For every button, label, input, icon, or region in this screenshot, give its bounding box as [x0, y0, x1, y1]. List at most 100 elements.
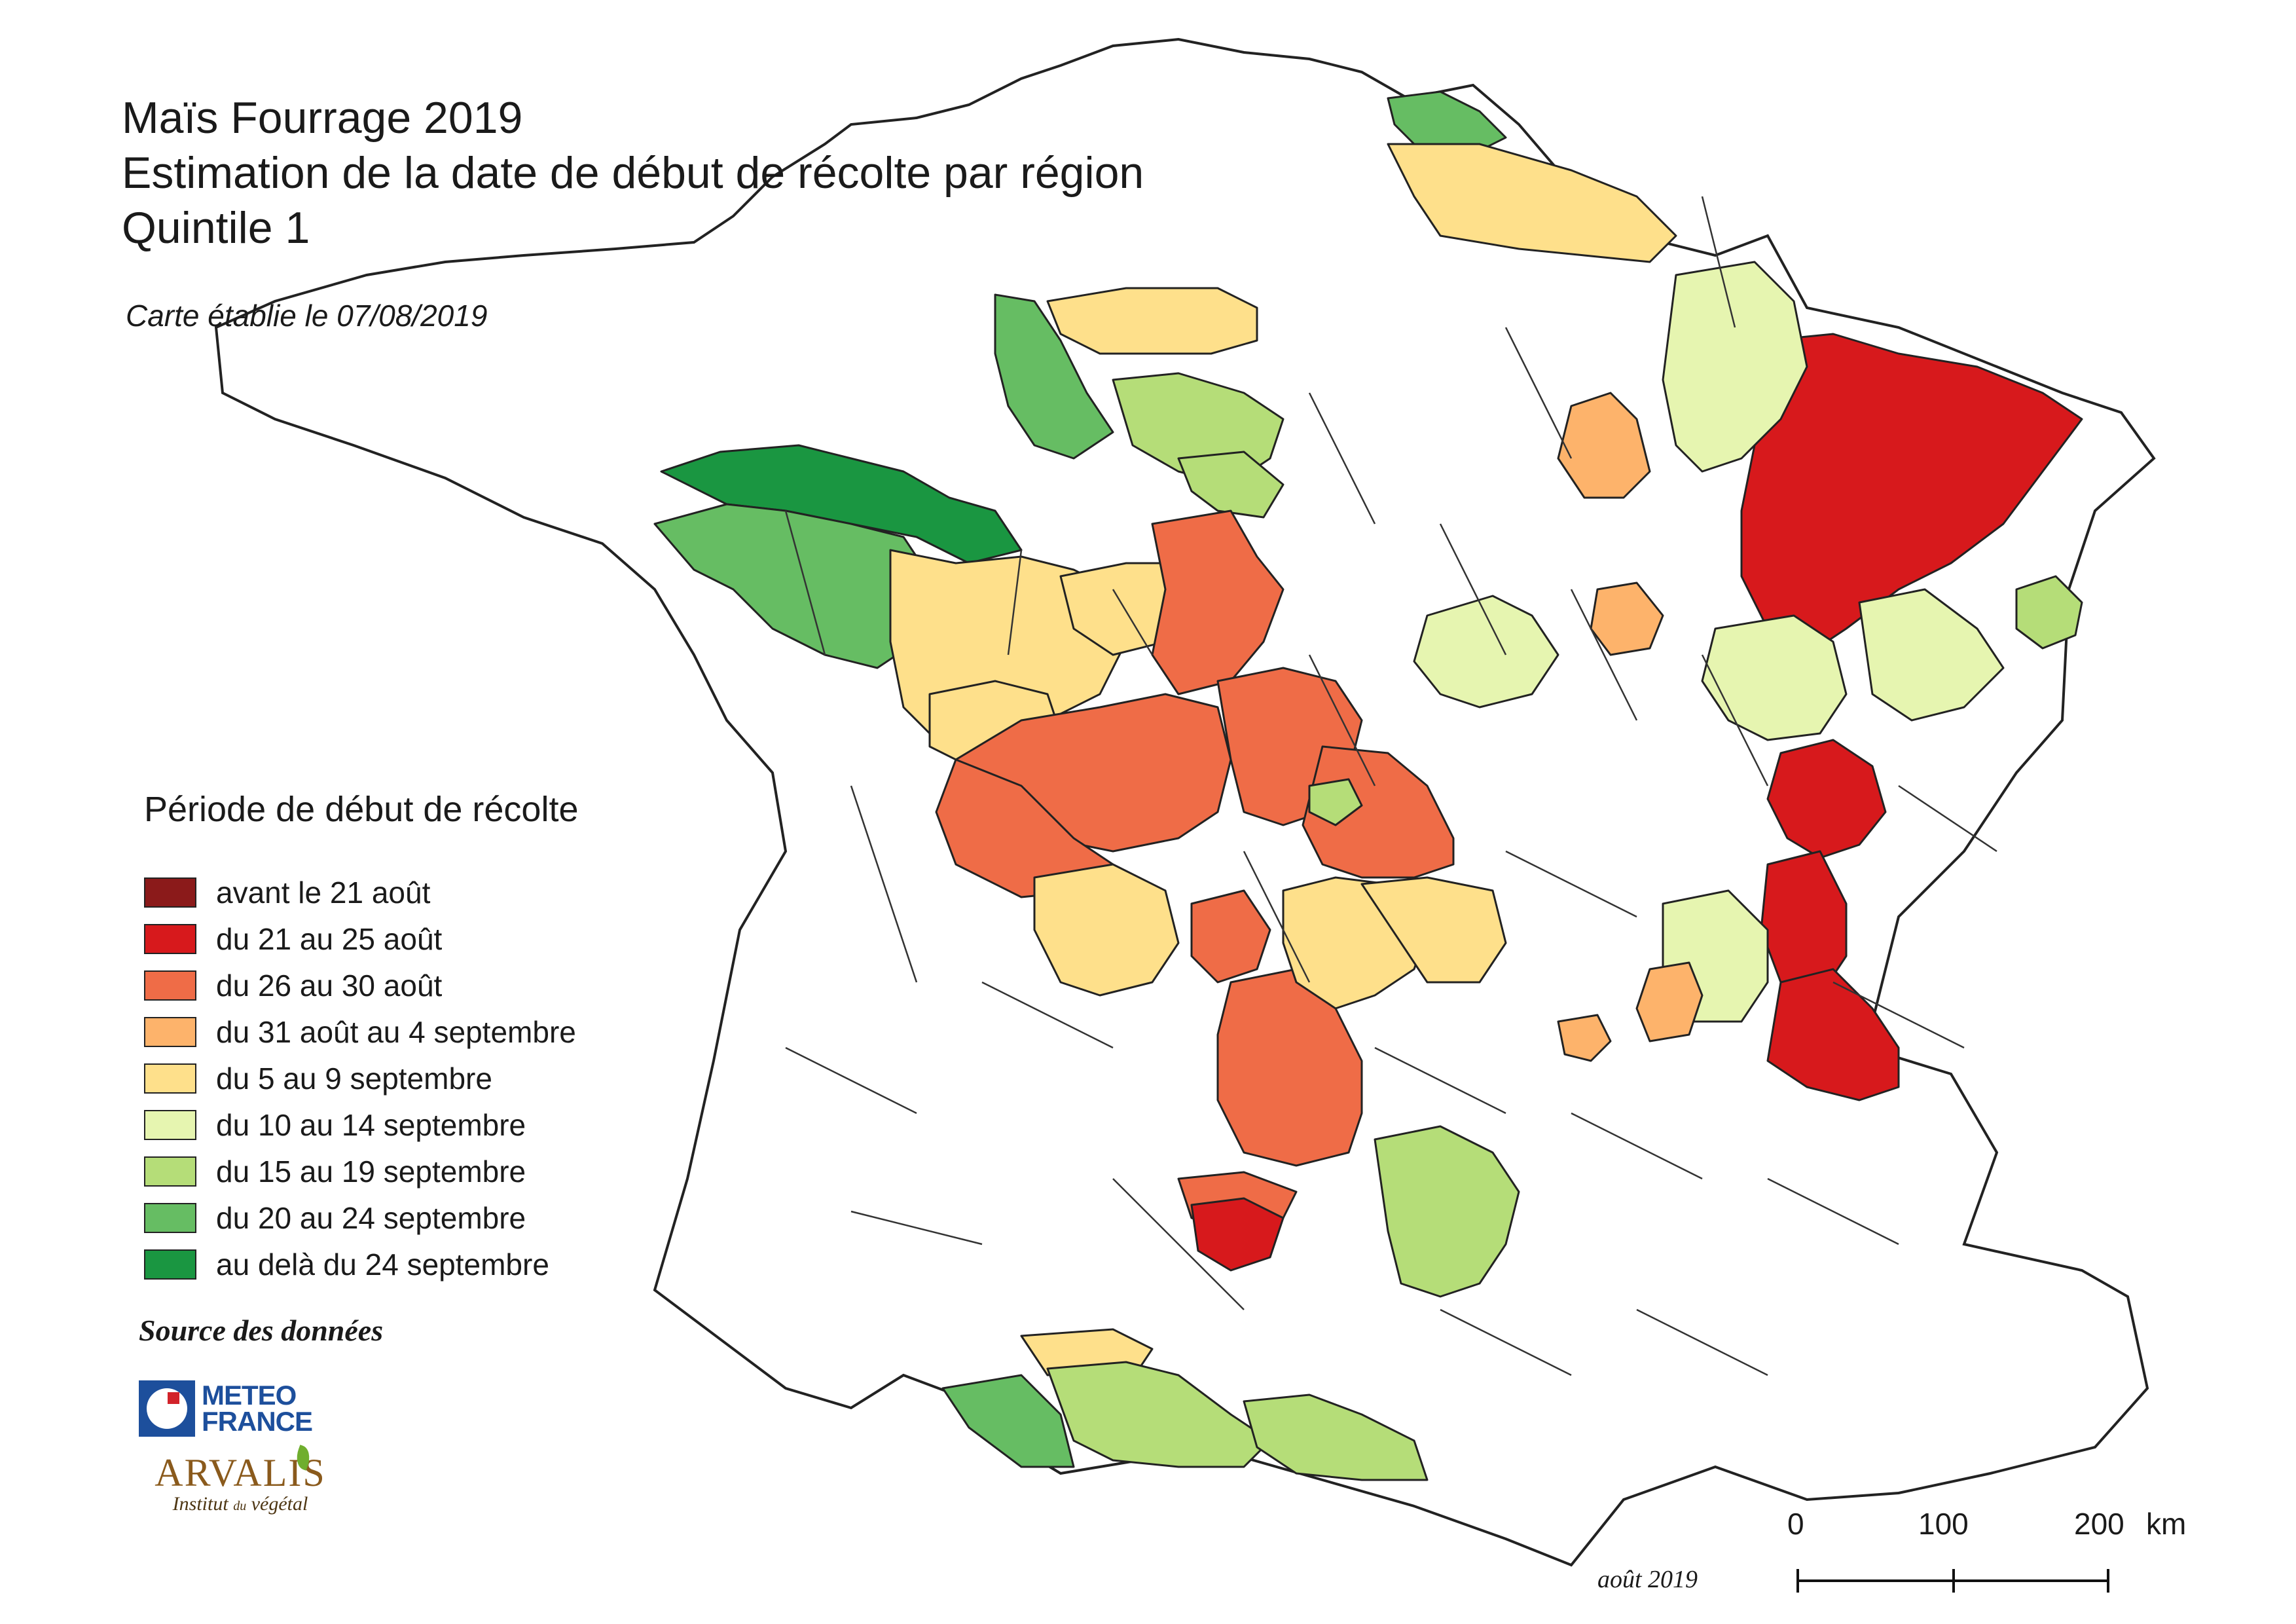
- map-date: août 2019: [1597, 1566, 1698, 1593]
- harvest-zone: [1701, 614, 1848, 741]
- harvest-zone: [1308, 778, 1363, 826]
- legend-item: au delà du 24 septembre: [144, 1241, 578, 1287]
- legend-label: du 31 août au 4 septembre: [216, 1014, 576, 1049]
- harvest-zone: [1046, 1361, 1271, 1468]
- legend-item: du 15 au 19 septembre: [144, 1148, 578, 1194]
- harvest-zone: [1557, 392, 1651, 499]
- legend-item: du 10 au 14 septembre: [144, 1101, 578, 1148]
- legend-item: du 20 au 24 septembre: [144, 1194, 578, 1241]
- department-boundary: [1112, 589, 1154, 655]
- harvest-zone: [2015, 575, 2083, 650]
- department-boundary: [850, 1210, 983, 1246]
- meteo-logo-line1: METEO: [202, 1380, 297, 1411]
- meteo-france-logo: METEO FRANCE: [139, 1380, 313, 1437]
- department-boundary: [1701, 196, 1736, 328]
- department-boundary: [784, 510, 826, 655]
- department-boundary: [1440, 1308, 1572, 1376]
- legend-label: du 10 au 14 septembre: [216, 1107, 526, 1142]
- scale-label-0: 0: [1787, 1507, 1804, 1541]
- scale-label-200: 200: [2074, 1507, 2124, 1541]
- legend-label: au delà du 24 septembre: [216, 1247, 549, 1282]
- legend-title: Période de début de récolte: [144, 790, 579, 829]
- harvest-zone: [1635, 961, 1704, 1043]
- harvest-zone: [1243, 1393, 1429, 1481]
- department-boundary: [1570, 589, 1638, 721]
- department-boundary: [1439, 523, 1507, 655]
- harvest-zone: [1740, 333, 2083, 656]
- harvest-zone: [1033, 863, 1180, 997]
- meteo-france-logo-icon: [139, 1380, 195, 1437]
- harvest-zone: [1766, 968, 1900, 1101]
- department-boundary: [1505, 850, 1637, 918]
- harvest-zone: [941, 1374, 1075, 1468]
- scale-unit: km: [2146, 1507, 2187, 1541]
- department-boundary: [1308, 654, 1376, 786]
- legend-swatch: [144, 1202, 196, 1233]
- legend-swatch: [144, 1016, 196, 1047]
- scale-bar: 0 100 200 km: [1781, 1506, 2186, 1604]
- harvest-zone: [1151, 509, 1285, 695]
- legend-item: du 31 août au 4 septembre: [144, 1008, 578, 1055]
- harvest-zone: [1374, 1125, 1520, 1298]
- department-boundary: [1308, 392, 1376, 525]
- legend-label: du 15 au 19 septembre: [216, 1154, 526, 1189]
- date-note: Carte établie le 07/08/2019: [126, 299, 488, 333]
- source-label: Source des données: [139, 1314, 384, 1347]
- department-boundary: [1832, 981, 1965, 1049]
- department-boundary: [1374, 1046, 1506, 1115]
- legend-item: du 21 au 25 août: [144, 915, 578, 962]
- harvest-zone: [1360, 876, 1507, 984]
- scale-label-100: 100: [1918, 1507, 1969, 1541]
- legend-swatch: [144, 1109, 196, 1140]
- harvest-zone: [1302, 745, 1455, 879]
- department-boundary: [1701, 654, 1769, 786]
- harvest-zone: [1190, 889, 1271, 984]
- department-boundary: [1112, 1178, 1245, 1310]
- department-boundary: [785, 1046, 917, 1115]
- legend-swatch: [144, 877, 196, 908]
- legend-label: du 21 au 25 août: [216, 921, 443, 956]
- legend: Période de début de récolte avant le 21 …: [144, 789, 578, 1287]
- legend-label: du 26 au 30 août: [216, 968, 443, 1003]
- scale-tick-0: [1796, 1569, 1799, 1593]
- title-line-1: Maïs Fourrage 2019: [122, 93, 523, 143]
- meteo-logo-line2: FRANCE: [202, 1406, 313, 1437]
- arvalis-subtitle: Institut du végétal: [172, 1493, 308, 1515]
- legend-label: du 5 au 9 septembre: [216, 1061, 492, 1096]
- harvest-zone: [1662, 261, 1808, 473]
- department-boundary: [850, 785, 918, 983]
- department-boundary: [981, 981, 1114, 1049]
- harvest-zone: [1557, 1014, 1612, 1062]
- legend-label: du 20 au 24 septembre: [216, 1200, 526, 1235]
- map-title: Maïs Fourrage 2019 Estimation de la date…: [122, 90, 1144, 255]
- legend-swatch: [144, 1249, 196, 1280]
- legend-item: du 26 au 30 août: [144, 962, 578, 1008]
- title-line-2: Estimation de la date de début de récolt…: [122, 148, 1144, 198]
- department-boundary: [1898, 784, 1997, 853]
- harvest-regions: [653, 90, 2083, 1481]
- harvest-zone: [1190, 1197, 1285, 1272]
- arvalis-logo: ARVALIS Institut du végétal: [145, 1445, 335, 1515]
- scale-tick-100: [1952, 1569, 1955, 1593]
- department-boundary: [1767, 1177, 1899, 1246]
- legend-item: avant le 21 août: [144, 869, 578, 915]
- legend-swatch: [144, 923, 196, 954]
- legend-item: du 5 au 9 septembre: [144, 1055, 578, 1101]
- department-boundary: [1243, 851, 1311, 983]
- harvest-zone: [1387, 143, 1677, 263]
- legend-swatch: [144, 970, 196, 1001]
- harvest-zone: [994, 293, 1114, 460]
- harvest-zone: [1413, 595, 1559, 709]
- legend-label: avant le 21 août: [216, 875, 431, 910]
- department-boundary: [1636, 1308, 1768, 1376]
- department-borders: [784, 196, 1997, 1376]
- harvest-zone: [1766, 739, 1887, 859]
- harvest-zone: [1046, 287, 1258, 355]
- harvest-zone: [1177, 451, 1285, 519]
- department-boundary: [1007, 549, 1023, 655]
- harvest-zone: [1858, 588, 2005, 722]
- legend-swatch: [144, 1156, 196, 1187]
- legend-swatch: [144, 1063, 196, 1094]
- legend-items: avant le 21 août du 21 au 25 août du 26 au…: [144, 869, 578, 1287]
